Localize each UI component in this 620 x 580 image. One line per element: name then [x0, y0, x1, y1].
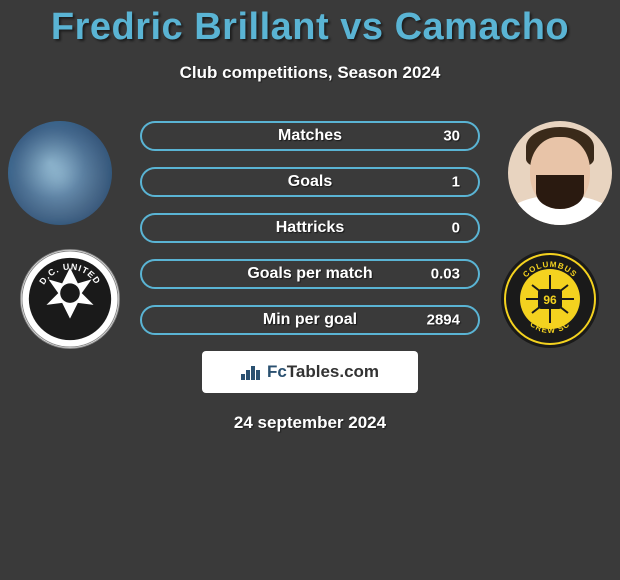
stat-label: Hattricks [276, 219, 344, 237]
player1-name: Fredric Brillant [51, 6, 329, 48]
player1-avatar [8, 121, 112, 225]
bar-chart-icon [241, 364, 261, 380]
date: 24 september 2024 [0, 413, 620, 433]
stat-value-right: 0.03 [431, 266, 460, 283]
page-title: Fredric Brillant vs Camacho [0, 0, 620, 49]
player2-avatar [508, 121, 612, 225]
comparison-panel: D.C. UNITED 96 COLUMBUS CREW SC [0, 121, 620, 433]
stat-row-gpm: Goals per match 0.03 [140, 259, 480, 289]
watermark-tables: Tables.com [287, 362, 379, 381]
svg-text:96: 96 [543, 293, 557, 307]
player2-club-logo: 96 COLUMBUS CREW SC [500, 249, 600, 349]
columbus-crew-icon: 96 COLUMBUS CREW SC [500, 249, 600, 349]
watermark-fc: Fc [267, 362, 287, 381]
stat-value-right: 1 [452, 174, 460, 191]
watermark-text: FcTables.com [267, 362, 379, 382]
stat-value-right: 0 [452, 220, 460, 237]
dc-united-icon: D.C. UNITED [21, 250, 119, 348]
stat-label: Matches [278, 127, 342, 145]
stat-row-goals: Goals 1 [140, 167, 480, 197]
stat-label: Goals [288, 173, 332, 191]
stat-row-mpg: Min per goal 2894 [140, 305, 480, 335]
stat-rows: Matches 30 Goals 1 Hattricks 0 Goals per… [140, 121, 480, 335]
subtitle: Club competitions, Season 2024 [0, 63, 620, 83]
stat-value-right: 2894 [427, 312, 460, 329]
stat-label: Min per goal [263, 311, 357, 329]
stat-label: Goals per match [247, 265, 372, 283]
stat-value-right: 30 [443, 128, 460, 145]
stat-row-hattricks: Hattricks 0 [140, 213, 480, 243]
stat-row-matches: Matches 30 [140, 121, 480, 151]
player1-club-logo: D.C. UNITED [20, 249, 120, 349]
watermark: FcTables.com [202, 351, 418, 393]
vs-separator: vs [340, 6, 383, 48]
player2-name: Camacho [395, 6, 570, 48]
